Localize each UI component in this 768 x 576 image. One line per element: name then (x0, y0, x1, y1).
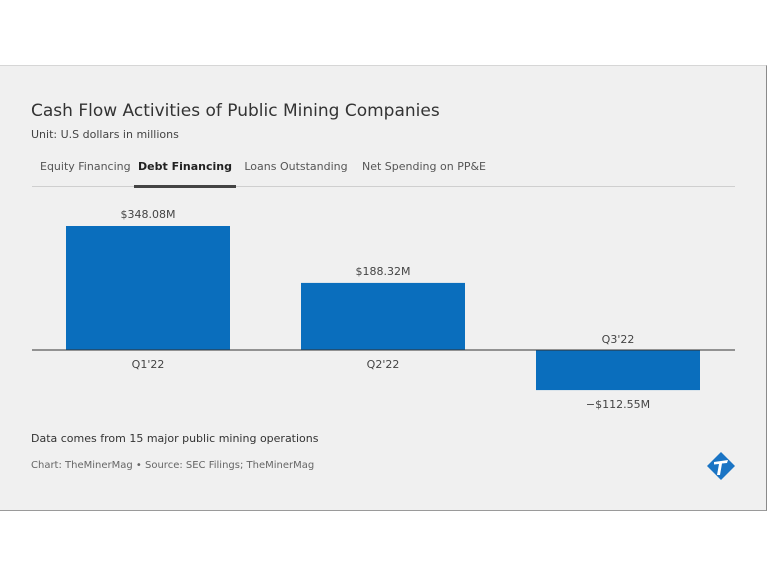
bar-value-label-0: $348.08M (121, 208, 176, 221)
chart-subtitle: Unit: U.S dollars in millions (31, 128, 179, 141)
data-note: Data comes from 15 major public mining o… (31, 432, 319, 445)
chart-card: Cash Flow Activities of Public Mining Co… (0, 65, 767, 511)
tab-net-spending-ppe[interactable]: Net Spending on PP&E (362, 160, 486, 173)
theminermag-logo-icon[interactable] (706, 451, 736, 481)
chart-title: Cash Flow Activities of Public Mining Co… (31, 101, 440, 121)
category-label-1: Q2'22 (367, 358, 400, 371)
bar-value-label-1: $188.32M (356, 265, 411, 278)
source-credit: Chart: TheMinerMag • Source: SEC Filings… (31, 460, 315, 471)
tab-equity-financing[interactable]: Equity Financing (40, 160, 131, 173)
bar-0 (66, 226, 230, 350)
tab-loans-outstanding[interactable]: Loans Outstanding (244, 160, 348, 173)
bar-1 (301, 282, 465, 350)
bar-value-label-2: −$112.55M (586, 398, 650, 411)
category-label-0: Q1'22 (132, 358, 165, 371)
category-label-2: Q3'22 (602, 333, 635, 346)
tab-debt-financing[interactable]: Debt Financing (134, 150, 236, 188)
bar-2 (536, 350, 700, 391)
tab-bar: Equity Financing Debt Financing Loans Ou… (32, 150, 735, 188)
debt-financing-chart: $348.08M Q1'22 $188.32M Q2'22 −$112.55M Q3'22 (32, 208, 735, 411)
